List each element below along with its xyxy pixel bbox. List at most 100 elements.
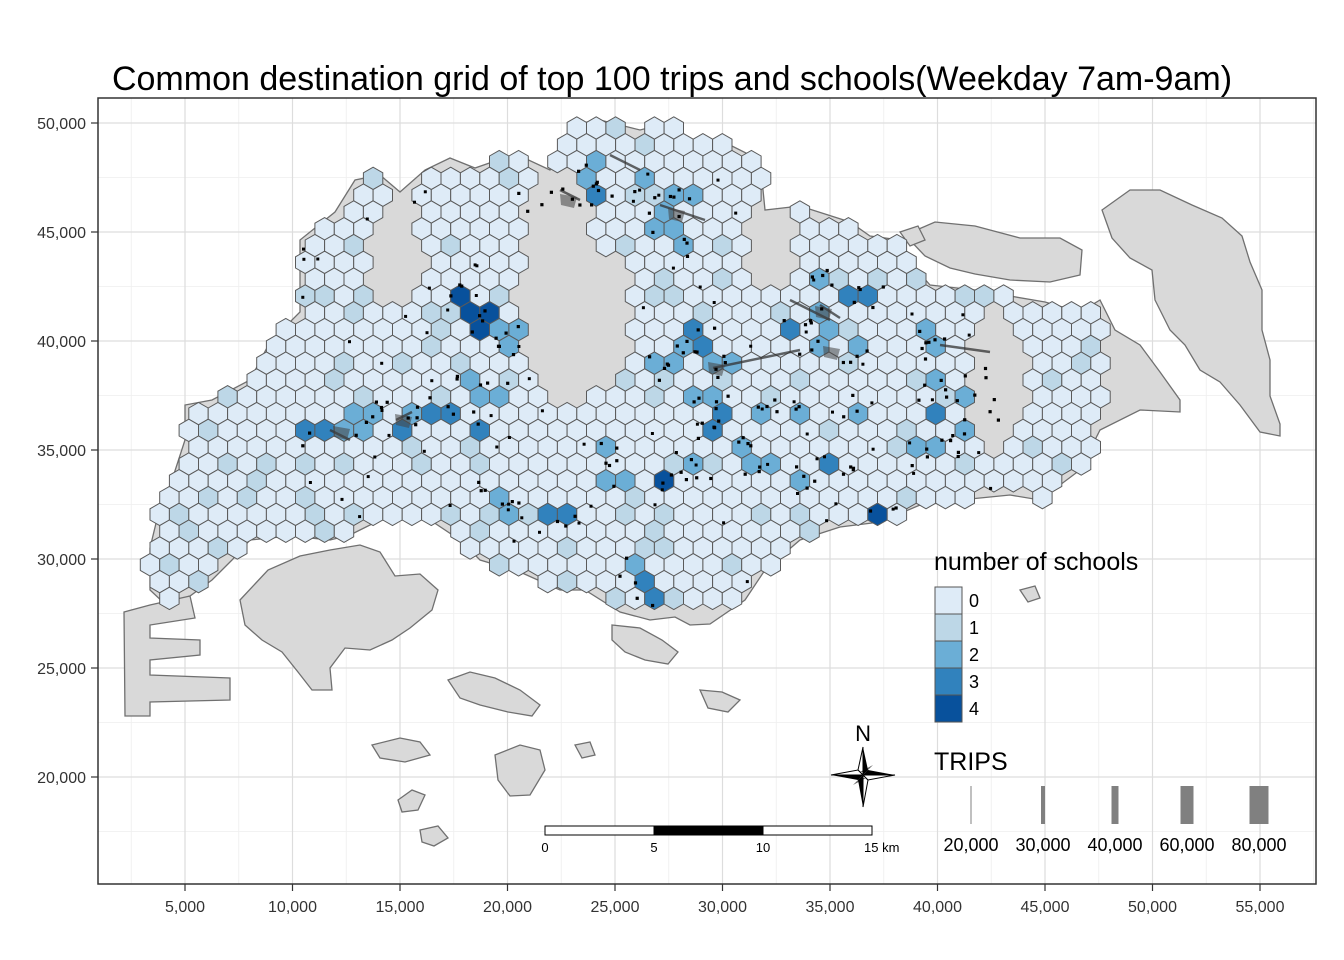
southern-island-h — [1018, 585, 1041, 603]
hex-cell — [983, 469, 1005, 493]
jurong-island — [239, 544, 439, 691]
hex-cell — [227, 536, 248, 560]
school-point — [647, 211, 651, 215]
school-point — [661, 481, 665, 485]
school-point — [302, 247, 305, 251]
hex-cell — [595, 233, 617, 258]
school-point — [760, 407, 764, 411]
x-tick-label: 15,000 — [376, 899, 425, 916]
school-point — [301, 295, 305, 299]
school-point — [773, 398, 777, 402]
school-point — [717, 419, 721, 423]
legend-trips-title: TRIPS — [934, 748, 1008, 776]
school-point — [831, 410, 834, 414]
school-point — [427, 286, 431, 290]
school-point — [675, 344, 679, 348]
y-tick-label: 30,000 — [37, 552, 86, 569]
school-point — [615, 446, 619, 450]
school-point — [677, 188, 681, 192]
school-point — [849, 360, 853, 364]
legend-trips-bar-30,000 — [1041, 786, 1045, 824]
school-point — [423, 190, 427, 194]
map-title: Common destination grid of top 100 trips… — [112, 60, 1232, 98]
hex-cell — [188, 569, 209, 594]
legend-trips-bar-60,000 — [1180, 786, 1194, 824]
school-point — [825, 519, 829, 523]
hex-cell — [847, 502, 869, 527]
school-point — [448, 504, 452, 507]
school-point — [358, 515, 362, 519]
hex-cell — [459, 536, 481, 560]
school-point — [951, 434, 955, 437]
school-point — [920, 346, 924, 351]
school-point — [590, 203, 594, 207]
school-point — [865, 349, 869, 353]
school-point — [810, 348, 814, 352]
school-point — [365, 217, 369, 221]
school-point — [379, 405, 384, 410]
north-arrow-needle-e — [863, 770, 895, 775]
school-point — [517, 345, 521, 348]
school-point — [672, 195, 676, 199]
school-point — [668, 194, 672, 199]
school-point — [696, 328, 700, 332]
school-point — [697, 396, 701, 400]
school-point — [596, 188, 601, 193]
north-arrow-needle-n — [863, 747, 868, 775]
hex-cell — [159, 586, 180, 611]
hex-cell — [702, 586, 723, 611]
legend-schools-label: 0 — [969, 591, 979, 611]
school-point — [540, 203, 544, 207]
x-tick-label: 20,000 — [483, 899, 532, 916]
school-point — [308, 431, 312, 435]
school-point — [940, 438, 944, 442]
school-point — [924, 341, 928, 345]
school-point — [517, 191, 521, 195]
tuas-reclamation — [123, 595, 231, 717]
school-point — [871, 447, 875, 451]
school-point — [849, 465, 853, 469]
southern-island-f — [698, 689, 742, 713]
hex-cell — [644, 586, 665, 611]
x-tick-label: 40,000 — [913, 899, 962, 916]
school-point — [805, 432, 809, 436]
school-point — [582, 442, 586, 446]
y-tick-label: 45,000 — [37, 225, 86, 242]
x-tick-label: 45,000 — [1021, 899, 1070, 916]
southern-island-g — [574, 741, 596, 759]
school-point — [734, 211, 738, 215]
school-point — [607, 463, 612, 468]
school-point — [852, 300, 856, 304]
school-point — [802, 474, 806, 478]
school-point — [506, 381, 510, 385]
school-point — [695, 350, 699, 354]
school-point — [584, 163, 588, 167]
trip-flow-line — [712, 348, 801, 370]
school-point — [834, 502, 838, 506]
school-point — [455, 374, 459, 378]
school-point — [387, 433, 391, 437]
school-point — [451, 412, 455, 416]
school-point — [657, 193, 661, 197]
school-point — [669, 473, 673, 477]
school-point — [373, 455, 377, 459]
school-point — [857, 286, 861, 290]
school-point — [651, 603, 655, 608]
hex-cell — [1003, 469, 1024, 493]
legend-trips-bar-80,000 — [1249, 786, 1269, 824]
school-point — [594, 182, 598, 186]
school-point — [871, 305, 875, 310]
school-point — [648, 355, 652, 359]
school-point — [302, 257, 306, 261]
school-point — [646, 172, 650, 176]
x-tick-label: 10,000 — [268, 899, 317, 916]
hex-cell — [605, 586, 626, 611]
scale-bar-segment-3 — [762, 825, 873, 836]
school-point — [910, 464, 914, 468]
school-point — [816, 339, 820, 343]
trip-flow-cluster — [668, 208, 685, 222]
school-point — [413, 200, 416, 204]
school-point — [506, 508, 510, 512]
southern-island-c — [494, 744, 546, 797]
